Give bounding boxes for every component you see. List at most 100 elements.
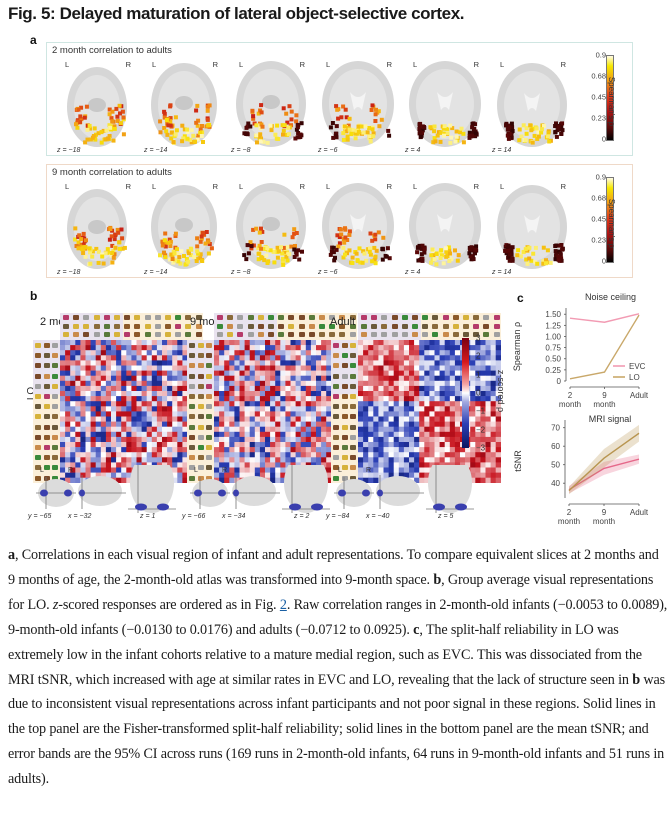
matrix-cell [358, 360, 364, 366]
matrix-cell [275, 355, 281, 361]
matrix-cell [321, 421, 327, 427]
activation-voxel [347, 116, 352, 121]
matrix-cell [182, 421, 188, 427]
matrix-cell [373, 406, 379, 412]
matrix-cell [383, 375, 389, 382]
stimulus-icon [288, 315, 295, 320]
matrix-cell [254, 467, 261, 473]
matrix-cell [444, 345, 451, 351]
stimulus-icon [43, 455, 50, 461]
activation-voxel [113, 245, 118, 250]
matrix-cell [177, 457, 183, 463]
matrix-cell [388, 355, 394, 361]
activation-voxel [268, 248, 273, 253]
brain-midline [88, 98, 106, 112]
matrix-cell [305, 442, 312, 448]
stimulus-icon [350, 455, 356, 461]
matrix-cell [146, 436, 153, 443]
activation-voxel [287, 104, 292, 109]
activation-voxel [542, 124, 546, 128]
matrix-cell [434, 436, 440, 443]
coordinate-label: z = 2 [294, 513, 310, 520]
activation-voxel [553, 130, 558, 134]
matrix-cell [414, 385, 420, 392]
matrix-cell [136, 411, 142, 417]
stimulus-icon [189, 373, 195, 379]
stimulus-icon [432, 315, 439, 320]
matrix-cell [229, 411, 235, 417]
activation-voxel [285, 120, 290, 125]
matrix-cell [444, 396, 451, 402]
activation-voxel [194, 108, 199, 113]
matrix-cell [182, 345, 188, 351]
stimulus-icon [35, 383, 41, 389]
activation-voxel [282, 123, 287, 128]
matrix-cell [244, 365, 250, 371]
matrix-cell [224, 370, 230, 376]
matrix-cell [75, 375, 81, 382]
stimulus-icon [257, 332, 264, 337]
matrix-cell [80, 340, 86, 346]
activation-voxel [345, 238, 350, 242]
matrix-cell [300, 350, 307, 356]
matrix-cell [100, 472, 107, 478]
matrix-cell [444, 431, 451, 438]
matrix-cell [368, 406, 374, 412]
matrix-cell [116, 401, 122, 407]
activation-voxel [554, 252, 559, 257]
matrix-cell [116, 345, 122, 351]
activation-voxel [541, 261, 546, 266]
matrix-cell [429, 426, 435, 433]
activation-voxel [374, 248, 379, 253]
stimulus-icon [493, 323, 500, 329]
matrix-cell [378, 462, 384, 468]
left-hemisphere-label: L [326, 60, 331, 69]
left-hemisphere-label: L [239, 60, 244, 69]
activation-voxel [200, 124, 204, 128]
matrix-cell [131, 431, 137, 438]
matrix-cell [305, 396, 312, 402]
matrix-cell [234, 396, 240, 402]
activation-voxel [198, 127, 203, 132]
matrix-cell [244, 442, 250, 448]
matrix-cell [244, 406, 250, 412]
matrix-cell [495, 391, 501, 397]
activation-voxel [370, 259, 375, 264]
stimulus-icons-top [214, 313, 357, 340]
y-tick-label: 0 [557, 377, 562, 386]
matrix-cell [275, 447, 281, 453]
stimulus-icon [361, 323, 367, 329]
activation-voxel [110, 119, 115, 124]
matrix-cell [126, 477, 132, 483]
matrix-cell [460, 457, 466, 463]
matrix-cell [239, 436, 245, 443]
matrix-cell [383, 365, 389, 371]
matrix-cell [378, 350, 384, 356]
matrix-cell [368, 436, 374, 443]
activation-voxel [292, 231, 297, 236]
matrix-cell [383, 355, 389, 361]
activation-voxel [432, 129, 437, 134]
matrix-cell [398, 472, 405, 478]
activation-voxel [370, 238, 375, 243]
matrix-cell [480, 391, 486, 397]
matrix-cell [285, 396, 291, 402]
activation-voxel [268, 123, 273, 128]
figure-link[interactable]: 2 [279, 596, 287, 613]
matrix-cell [363, 431, 369, 438]
activation-voxel [250, 108, 255, 113]
stimulus-icon [268, 315, 274, 320]
matrix-cell [310, 416, 317, 422]
matrix-cell [214, 345, 220, 351]
matrix-cell [424, 416, 430, 422]
matrix-cell [326, 431, 332, 438]
matrix-cell [444, 375, 451, 382]
matrix-cell [409, 452, 415, 458]
matrix-cell [470, 396, 476, 402]
stimulus-icon [341, 383, 348, 389]
activation-voxel [254, 226, 259, 231]
matrix-cell [254, 452, 261, 458]
matrix-cell [444, 436, 451, 443]
matrix-cell [378, 360, 384, 366]
coordinate-label: z = 5 [438, 513, 454, 520]
